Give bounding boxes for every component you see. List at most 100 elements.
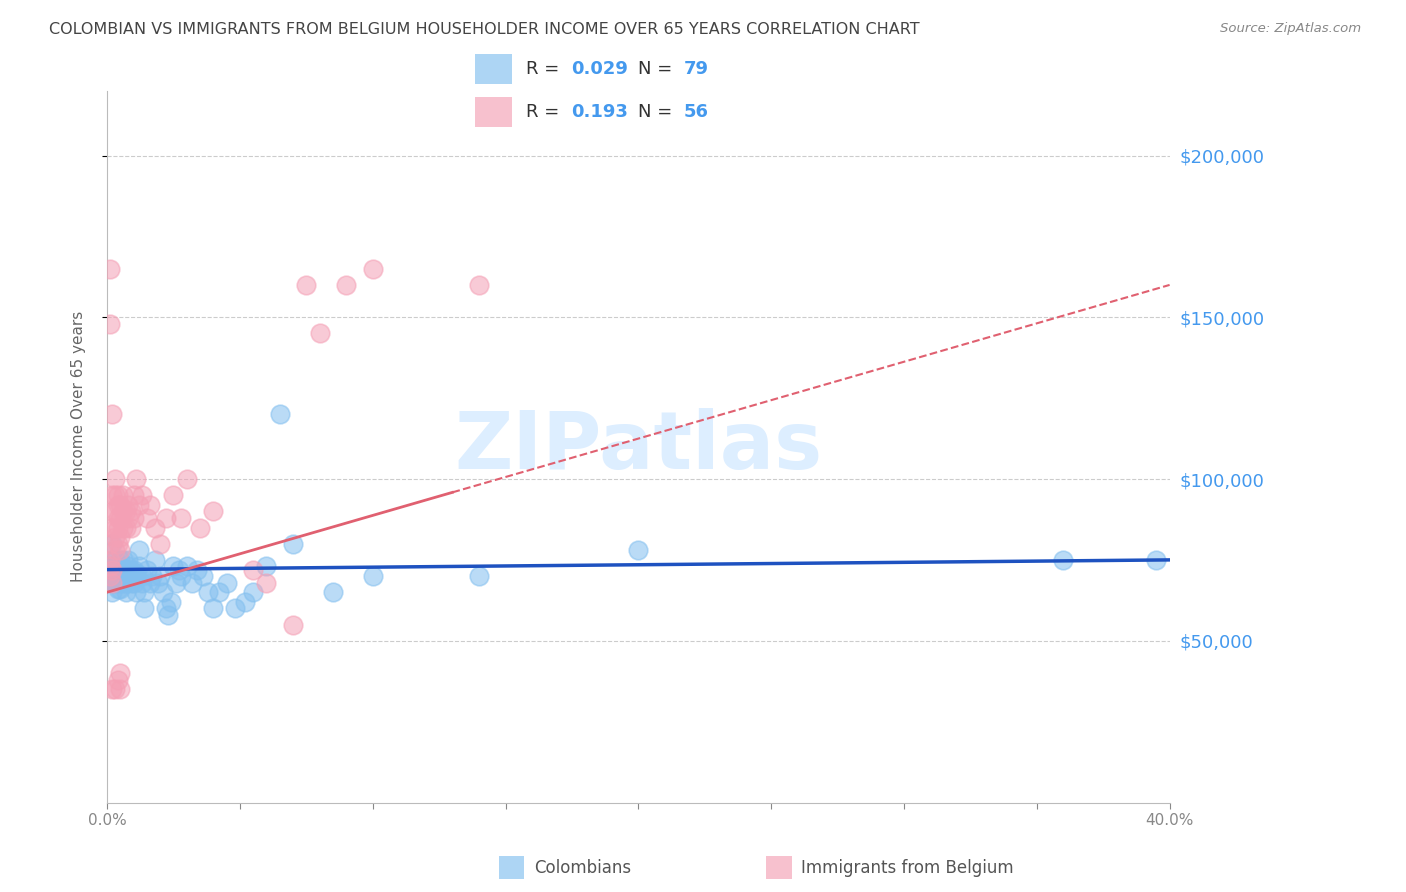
Point bbox=[110, 511, 132, 525]
Point bbox=[101, 537, 124, 551]
Point bbox=[215, 575, 238, 590]
Point bbox=[120, 520, 142, 534]
Point bbox=[165, 575, 187, 590]
Point bbox=[107, 673, 129, 687]
Point bbox=[202, 504, 225, 518]
Text: 79: 79 bbox=[683, 60, 709, 78]
Point bbox=[111, 520, 134, 534]
Point bbox=[104, 572, 127, 586]
Point bbox=[122, 563, 145, 577]
Point bbox=[167, 563, 190, 577]
Point bbox=[98, 261, 121, 276]
Point bbox=[627, 543, 650, 558]
Point bbox=[202, 601, 225, 615]
Point bbox=[117, 566, 139, 580]
Point bbox=[98, 317, 121, 331]
Point bbox=[170, 569, 193, 583]
Point bbox=[117, 559, 139, 574]
Point bbox=[155, 511, 177, 525]
Point bbox=[122, 488, 145, 502]
Point bbox=[98, 569, 121, 583]
Point bbox=[131, 488, 153, 502]
Point bbox=[143, 553, 166, 567]
Y-axis label: Householder Income Over 65 years: Householder Income Over 65 years bbox=[72, 311, 86, 582]
Point bbox=[162, 559, 184, 574]
Text: Source: ZipAtlas.com: Source: ZipAtlas.com bbox=[1220, 22, 1361, 36]
Point bbox=[281, 617, 304, 632]
FancyBboxPatch shape bbox=[475, 54, 512, 84]
Point bbox=[107, 569, 129, 583]
Point bbox=[125, 585, 148, 599]
Point bbox=[146, 575, 169, 590]
Point bbox=[114, 569, 136, 583]
Point bbox=[242, 563, 264, 577]
Point bbox=[110, 559, 132, 574]
Point bbox=[98, 559, 121, 574]
Point bbox=[281, 537, 304, 551]
Point bbox=[131, 569, 153, 583]
Point bbox=[111, 563, 134, 577]
Point bbox=[111, 553, 134, 567]
Point bbox=[159, 595, 181, 609]
Point bbox=[176, 559, 198, 574]
Point bbox=[107, 488, 129, 502]
Point bbox=[176, 472, 198, 486]
Point bbox=[107, 559, 129, 574]
Text: Immigrants from Belgium: Immigrants from Belgium bbox=[801, 859, 1014, 877]
Text: 56: 56 bbox=[683, 103, 709, 121]
Point bbox=[122, 569, 145, 583]
Text: Colombians: Colombians bbox=[534, 859, 631, 877]
Point bbox=[125, 566, 148, 580]
Point bbox=[191, 569, 214, 583]
Point bbox=[141, 569, 163, 583]
Point bbox=[188, 520, 211, 534]
Point bbox=[138, 498, 160, 512]
Point bbox=[149, 537, 172, 551]
Point bbox=[101, 575, 124, 590]
Point bbox=[114, 585, 136, 599]
Point bbox=[101, 553, 124, 567]
Point bbox=[110, 498, 132, 512]
Point bbox=[1144, 553, 1167, 567]
Point bbox=[135, 563, 157, 577]
Point bbox=[101, 488, 124, 502]
Point bbox=[98, 569, 121, 583]
Point bbox=[197, 585, 219, 599]
Point bbox=[101, 575, 124, 590]
Point bbox=[104, 566, 127, 580]
Point bbox=[186, 563, 208, 577]
Text: N =: N = bbox=[638, 103, 678, 121]
Point bbox=[110, 582, 132, 596]
Point bbox=[101, 407, 124, 421]
Point bbox=[117, 511, 139, 525]
Point bbox=[233, 595, 256, 609]
Point bbox=[104, 530, 127, 544]
Point bbox=[125, 472, 148, 486]
Point bbox=[101, 682, 124, 697]
Point bbox=[104, 472, 127, 486]
Point bbox=[224, 601, 246, 615]
Point bbox=[104, 553, 127, 567]
Point bbox=[107, 511, 129, 525]
Point bbox=[114, 520, 136, 534]
Point bbox=[101, 585, 124, 599]
Point bbox=[157, 607, 180, 622]
Point bbox=[134, 585, 156, 599]
Point bbox=[208, 585, 231, 599]
Point bbox=[104, 682, 127, 697]
Point bbox=[135, 511, 157, 525]
Point bbox=[110, 569, 132, 583]
Point bbox=[101, 504, 124, 518]
Point bbox=[128, 543, 150, 558]
Point bbox=[107, 537, 129, 551]
Point bbox=[117, 553, 139, 567]
Point bbox=[114, 563, 136, 577]
Point bbox=[152, 585, 174, 599]
Text: R =: R = bbox=[526, 60, 565, 78]
Point bbox=[242, 585, 264, 599]
Point bbox=[143, 520, 166, 534]
Point bbox=[110, 563, 132, 577]
Point bbox=[134, 601, 156, 615]
Point bbox=[107, 520, 129, 534]
Point bbox=[468, 277, 491, 292]
